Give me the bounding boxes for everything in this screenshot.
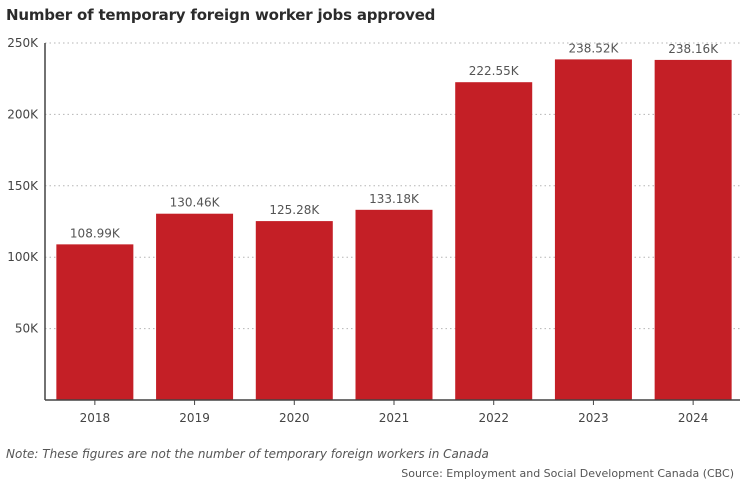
bar-2024 [654, 59, 732, 400]
y-tick-label: 100K [7, 250, 39, 264]
data-label-2022: 222.55K [469, 64, 520, 78]
bar-2019 [156, 213, 234, 400]
data-label-2020: 125.28K [269, 203, 320, 217]
x-tick-label-2022: 2022 [478, 411, 509, 425]
y-tick-label: 200K [7, 107, 39, 121]
bar-2018 [56, 244, 134, 400]
x-axis-ticks: 2018 2019 2020 2021 2022 2023 2024 [80, 400, 709, 425]
chart-title: Number of temporary foreign worker jobs … [6, 6, 436, 24]
x-tick-label-2021: 2021 [379, 411, 410, 425]
x-tick-label-2024: 2024 [678, 411, 709, 425]
bar-2023 [554, 59, 632, 401]
data-label-2019: 130.46K [170, 196, 221, 210]
data-label-2018: 108.99K [70, 226, 121, 240]
y-tick-label: 50K [15, 322, 39, 336]
bars [56, 59, 732, 401]
data-label-2021: 133.18K [369, 192, 420, 206]
x-tick-label-2019: 2019 [179, 411, 210, 425]
y-axis-ticks: 50K 100K 150K 200K 250K [7, 36, 39, 336]
chart-note: Note: These figures are not the number o… [6, 447, 489, 461]
x-tick-label-2020: 2020 [279, 411, 310, 425]
bar-2021 [355, 209, 433, 400]
data-label-2024: 238.16K [668, 42, 719, 56]
bar-2022 [455, 82, 533, 400]
x-tick-label-2023: 2023 [578, 411, 609, 425]
bar-2020 [255, 221, 333, 400]
y-tick-label: 150K [7, 179, 39, 193]
chart-source: Source: Employment and Social Developmen… [401, 467, 734, 480]
y-tick-label: 250K [7, 36, 39, 50]
data-labels: 108.99K 130.46K 125.28K 133.18K 222.55K 238.5… [70, 41, 719, 240]
data-label-2023: 238.52K [568, 41, 619, 55]
x-tick-label-2018: 2018 [80, 411, 111, 425]
